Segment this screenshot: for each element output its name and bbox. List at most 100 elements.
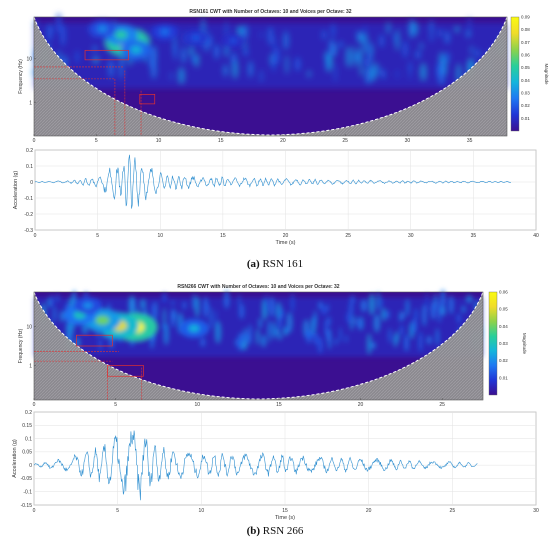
cwt-streak (372, 62, 377, 80)
cwt-hotspot (191, 34, 201, 41)
cwt-streak (373, 314, 380, 333)
cwt-streak (405, 298, 410, 317)
cwt-streak (248, 61, 253, 78)
y-axis-label: Frequency (Hz) (18, 328, 24, 363)
cwt-streak (327, 316, 331, 327)
y-tick-label: 0 (30, 180, 33, 186)
y-tick-label: -0.05 (21, 476, 33, 482)
cwt-streak (426, 336, 432, 345)
cwt-streak (328, 53, 331, 74)
cwt-streak (237, 334, 241, 351)
cwt-streak (49, 294, 55, 308)
cwt-streak (285, 55, 289, 75)
x-tick-label: 25 (450, 508, 456, 514)
cwt-streak (419, 42, 423, 50)
cwt-streak (365, 67, 371, 84)
cwt-streak (267, 320, 271, 343)
cwt-streak (399, 311, 405, 320)
x-tick-label: 20 (280, 138, 286, 144)
cwt-streak (429, 19, 434, 36)
cwt-streak (60, 24, 66, 47)
cwt-streak (381, 308, 386, 321)
cwt-streak (358, 32, 364, 44)
cwt-streak (415, 50, 421, 59)
cwt-streak (326, 303, 329, 312)
cwt-streak (388, 328, 392, 344)
cwt-streak (393, 334, 398, 347)
cwt-streak (339, 327, 342, 343)
x-tick-label: 5 (95, 138, 98, 144)
x-tick-label: 10 (199, 508, 205, 514)
caption-b: (b) RSN 266 (0, 525, 550, 537)
x-tick-label: 30 (533, 508, 539, 514)
colorbar-label: Magnitude (544, 63, 549, 85)
cwt-streak (260, 69, 263, 83)
acceleration-plot-b: 0 5 10 15 20 25 30 0.2 0.15 0.1 0.05 0 -0.05 -0.1 -0.1… (12, 410, 539, 521)
cwt-frame (33, 291, 484, 401)
cwt-streak (318, 301, 323, 310)
cwt-streak (334, 62, 337, 83)
cwt-streak (345, 335, 348, 343)
colorbar-tick-label: 0.05 (521, 65, 530, 70)
cwt-streak (261, 334, 266, 347)
y-tick-label: -0.2 (24, 212, 33, 218)
y-tick-label: 0.1 (26, 164, 33, 170)
cwt-streak (364, 58, 369, 67)
cwt-streak (47, 23, 53, 42)
cwt-frame (33, 16, 508, 137)
cwt-streak (379, 296, 383, 310)
x-tick-label: 35 (467, 138, 473, 144)
cwt-streak (171, 299, 174, 306)
cwt-streak (386, 21, 391, 34)
cwt-streak (357, 47, 362, 68)
cwt-streak (331, 22, 336, 39)
y-tick-label: -0.1 (24, 196, 33, 202)
x-axis-label: Time (s) (275, 515, 295, 521)
x-tick-label: 0 (34, 233, 37, 239)
caption-a-label: (a) (246, 258, 260, 270)
cwt-streak (267, 26, 273, 46)
cwt-streak (470, 45, 474, 55)
cwt-streak (444, 30, 450, 44)
x-tick-label: 15 (282, 508, 288, 514)
cwt-streak (348, 301, 354, 316)
cwt-streak (286, 326, 290, 334)
cwt-streak (475, 48, 481, 59)
colorbar-tick-label: 0.04 (521, 78, 530, 83)
cwt-streak (262, 299, 267, 321)
x-tick-label: 25 (342, 138, 348, 144)
colorbar-tick-label: 0.09 (521, 15, 530, 20)
caption-a: (a) RSN 161 (0, 258, 550, 270)
cwt-streak (273, 35, 277, 56)
y-tick-label: -0.1 (23, 490, 32, 496)
cwt-streak (326, 328, 330, 342)
y-axis-label: Frequency (Hz) (18, 59, 24, 94)
cwt-streak (385, 310, 390, 319)
x-tick-label: 0 (33, 508, 36, 514)
cwt-streak (399, 324, 404, 336)
x-tick-label: 30 (408, 233, 414, 239)
cwt-streak (402, 40, 408, 58)
colorbar-tick-label: 0.01 (521, 116, 530, 121)
y-tick-label: 0.2 (25, 410, 32, 416)
cwt-streak (108, 58, 114, 78)
cwt-streak (170, 308, 176, 328)
acceleration-series (33, 430, 478, 501)
cwt-streak (192, 293, 196, 310)
cwt-streak (271, 54, 276, 73)
cwt-streak (163, 308, 166, 328)
cwt-streak (409, 62, 412, 73)
x-tick-label: 30 (405, 138, 411, 144)
cwt-streak (241, 341, 247, 350)
cwt-streak (189, 46, 194, 57)
cwt-streak (232, 60, 238, 79)
cwt-streak (214, 44, 220, 59)
x-tick-label: 15 (276, 402, 282, 408)
cone-of-influence-line (33, 291, 484, 400)
cwt-energy-layer (34, 289, 483, 357)
cwt-title: RSN161 CWT with Number of Octaves: 10 an… (189, 9, 351, 15)
cwt-streak (223, 64, 228, 77)
colorbar (510, 16, 520, 132)
cwt-streak (430, 301, 437, 320)
cwt-streak (456, 313, 461, 324)
